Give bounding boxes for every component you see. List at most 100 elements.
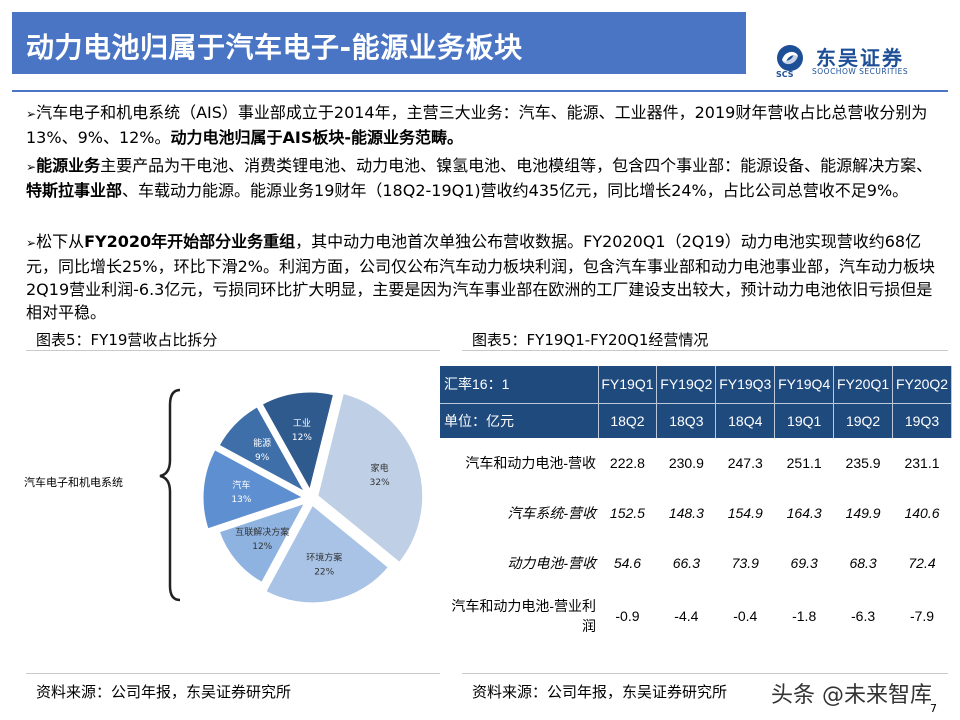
table-cell: 72.4 (908, 555, 936, 571)
table-cell: 140.6 (904, 505, 940, 521)
pie-slice-name: 能源 (253, 437, 271, 449)
table-header-row: 单位：亿元 18Q2 18Q3 18Q4 19Q1 19Q2 19Q3 (440, 403, 952, 438)
bullet-arrow-icon: ➢ (26, 160, 37, 174)
table-cell: 164.3 (786, 505, 822, 521)
table-cell: 152.5 (609, 505, 645, 521)
table-cell: 154.9 (727, 505, 763, 521)
pie-slice-label: 12% (292, 433, 312, 443)
pie-chart: 家电 32% 环境方案 22% 互联解决方案 12% 汽车 13% 能源 9% 工业 12% (0, 360, 450, 670)
bullet-text: 汽车电子和机电系统（AIS）事业部成立于2014年，主营三大业务：汽车、能源、工… (26, 103, 928, 147)
watermark: 头条 @未来智库 (771, 683, 932, 708)
bullet-text: 特斯拉事业部 (26, 181, 123, 200)
table-cell: 54.6 (613, 555, 642, 571)
pie-slice-5 (258, 389, 337, 497)
logo-english-name: SOOCHOW SECURITIES (812, 67, 909, 76)
table-header-cell: 19Q2 (833, 403, 894, 438)
table-row-label: 汽车和动力电池-营业利润 (451, 598, 596, 634)
table-cell: -7.9 (909, 608, 935, 624)
pie-slice-name: 互联解决方案 (235, 526, 289, 538)
table-header-cell: 18Q4 (715, 403, 776, 438)
bullet-3: ➢松下从FY2020年开始部分业务重组，其中动力电池首次单独公布营收数据。FY2… (26, 230, 946, 324)
logo-swirl-icon (777, 45, 803, 71)
table-row-label: 汽车系统-营收 (507, 505, 596, 521)
table-header-cell: 19Q3 (892, 403, 952, 438)
table-cell: -4.4 (674, 608, 699, 624)
logo-scs: SCS (776, 70, 794, 79)
operating-table: 汇率16：1 FY19Q1 FY19Q2 FY19Q3 FY19Q4 FY20Q1 FY20… (440, 366, 952, 644)
bullet-arrow-icon: ➢ (26, 236, 37, 250)
table-cell: 73.9 (731, 555, 759, 571)
left-source-note: 资料来源：公司年报，东吴证券研究所 (36, 683, 292, 701)
pie-bracket (159, 388, 181, 602)
table-row: 汽车和动力电池-营业利润 -0.9 -4.4 -0.4 -1.8 -6.3 -7.9 (440, 588, 952, 644)
table-cell: -1.8 (792, 608, 817, 624)
table-row: 动力电池-营收 54.6 66.3 73.9 69.3 68.3 72.4 (440, 538, 952, 588)
pie-slice-4 (215, 403, 311, 498)
left-caption-rule (26, 350, 440, 351)
table-cell: -0.9 (615, 608, 640, 624)
pie-slice-2 (216, 499, 310, 586)
bullet-text: 、车载动力能源。能源业务19财年（18Q2-19Q1)营收约435亿元，同比增长… (122, 181, 909, 200)
table-cell: 149.9 (845, 505, 881, 521)
table-cell: 148.3 (668, 505, 704, 521)
table-cell: 69.3 (790, 555, 818, 571)
table-cell: 235.9 (845, 455, 881, 471)
pie-slice-name: 汽车 (232, 479, 250, 491)
table-row: 汽车和动力电池-营收 222.8 230.9 247.3 251.1 235.9 231.1 (440, 438, 952, 488)
bullet-2: ➢能源业务主要产品为干电池、消费类锂电池、动力电池、镍氢电池、电池模组等，包含四… (26, 154, 946, 202)
pie-slice-label: 22% (314, 568, 334, 578)
pie-slice-3 (200, 446, 309, 532)
table-cell: -6.3 (851, 608, 876, 624)
pie-slice-1 (262, 501, 392, 606)
bullet-text: ，其中动力电池首次单独公布营收数据。FY2020Q1（2Q19）动力电池实现营收… (26, 232, 935, 322)
bullet-text: 能源业务 (36, 156, 101, 175)
table-header-cell: FY19Q2 (656, 366, 717, 404)
bullet-text: FY2020年开始部分业务重组 (84, 232, 296, 251)
table-cell: 230.9 (668, 455, 704, 471)
bullet-arrow-icon: ➢ (26, 107, 37, 121)
pie-slice-name: 环境方案 (306, 552, 342, 564)
bullet-text: 主要产品为干电池、消费类锂电池、动力电池、镍氢电池、电池模组等，包含四个事业部：… (100, 156, 933, 175)
table-header-cell: 单位：亿元 (440, 403, 599, 438)
right-source-note: 资料来源：公司年报，东吴证券研究所 (472, 683, 728, 701)
left-bottom-rule (26, 673, 440, 674)
table-row-label: 汽车和动力电池-营收 (465, 455, 596, 471)
right-caption-rule (462, 350, 948, 351)
table-header-cell: 汇率16：1 (440, 366, 599, 404)
table-cell: 66.3 (672, 555, 700, 571)
header-rule (12, 90, 948, 92)
table-cell: 247.3 (727, 455, 763, 471)
right-bottom-rule (462, 673, 948, 674)
table-header-cell: FY20Q1 (833, 366, 894, 404)
slide-title: 动力电池归属于汽车电子-能源业务板块 (26, 31, 523, 64)
bullet-1: ➢汽车电子和机电系统（AIS）事业部成立于2014年，主营三大业务：汽车、能源、… (26, 101, 946, 149)
pie-slice-name: 家电 (371, 462, 389, 474)
bullet-text: 松下从 (36, 232, 85, 251)
table-row-label: 动力电池-营收 (507, 555, 596, 571)
pie-slice-label: 12% (252, 542, 272, 552)
table-header-cell: FY19Q1 (598, 366, 658, 404)
right-table-caption: 图表5：FY19Q1-FY20Q1经营情况 (472, 331, 709, 349)
table-cell: 222.8 (609, 455, 645, 471)
pie-slice-0 (315, 390, 426, 566)
pie-chart-svg: 家电 32% 环境方案 22% 互联解决方案 12% 汽车 13% 能源 9% 工业 12% (159, 388, 426, 606)
brand-logo: 东吴证券 SCS SOOCHOW SECURITIES (770, 40, 950, 80)
table-cell: 231.1 (904, 455, 940, 471)
pie-group-label: 汽车电子和机电系统 (24, 476, 123, 489)
page-number: 7 (930, 702, 937, 715)
pie-slice-name: 工业 (293, 418, 311, 429)
pie-slice-label: 9% (255, 453, 270, 463)
table-header-cell: FY19Q3 (715, 366, 776, 404)
table-cell: 251.1 (786, 455, 822, 471)
table-row: 汽车系统-营收 152.5 148.3 154.9 164.3 149.9 140.6 (440, 488, 952, 538)
table-header-cell: FY19Q4 (774, 366, 835, 404)
table-header-cell: 18Q2 (598, 403, 658, 438)
table-cell: -0.4 (733, 608, 758, 624)
title-bar: 动力电池归属于汽车电子-能源业务板块 (12, 12, 746, 74)
bullet-text: 动力电池归属于AIS板块-能源业务范畴。 (170, 128, 464, 147)
table-header-cell: FY20Q2 (892, 366, 952, 404)
table-header-cell: 18Q3 (656, 403, 717, 438)
table-cell: 68.3 (849, 555, 877, 571)
left-chart-caption: 图表5：FY19营收占比拆分 (36, 331, 218, 349)
table-header-row: 汇率16：1 FY19Q1 FY19Q2 FY19Q3 FY19Q4 FY20Q1 FY20… (440, 366, 952, 404)
